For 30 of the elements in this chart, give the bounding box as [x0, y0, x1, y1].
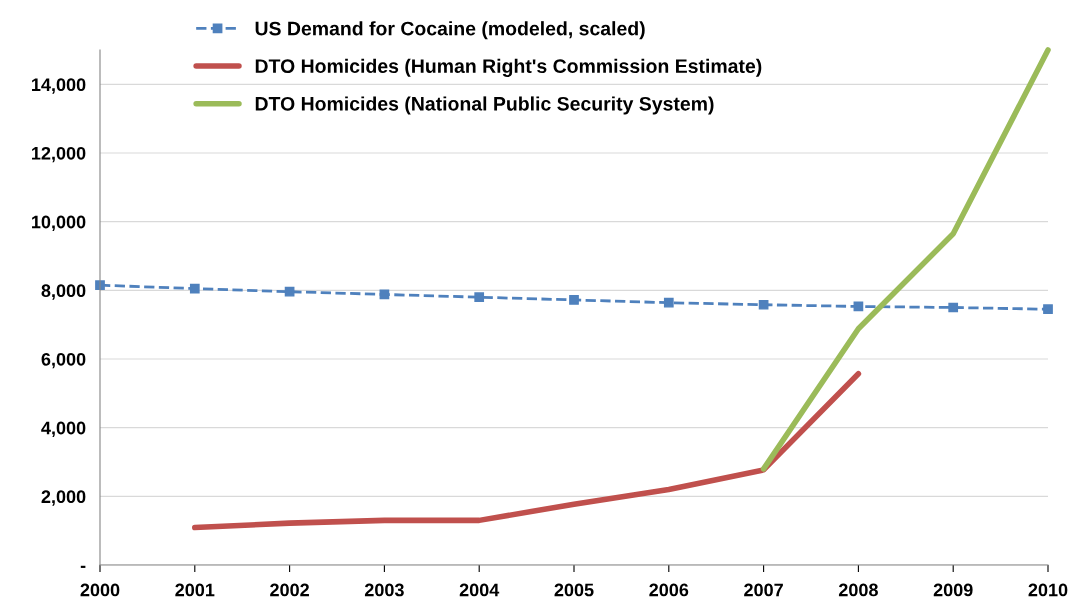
point [189, 283, 200, 294]
point [1043, 304, 1053, 315]
y-tick-label: 8,000 [41, 284, 86, 300]
x-tick-label: 2008 [838, 583, 878, 597]
y-tick-label: - [80, 565, 86, 568]
x-tick-label: 2001 [175, 583, 215, 597]
x-tick-label: 2010 [1028, 583, 1068, 597]
y-tick-label: 4,000 [41, 421, 86, 437]
x-tick-label: 2000 [80, 583, 120, 597]
point [758, 299, 769, 310]
y-tick-label: 12,000 [32, 146, 86, 163]
point [569, 295, 579, 305]
legend-label: DTO Homicides (National Public Security System) [255, 96, 714, 115]
x-tick-label: 2007 [744, 583, 783, 597]
legend-label: DTO Homicides (Human Right's Commission Estimate) [255, 58, 762, 77]
y-tick-label: 2,000 [41, 490, 86, 506]
x-tick-label: 2006 [649, 583, 689, 597]
legend-label: US Demand for Cocaine (modeled, scaled) [255, 21, 645, 40]
point [948, 302, 959, 313]
point [284, 286, 295, 297]
x-tick-label: 2009 [933, 583, 973, 597]
x-tick-label: 2005 [554, 583, 594, 597]
y-tick-label: 14,000 [32, 78, 86, 94]
y-tick-label: 6,000 [41, 352, 86, 369]
y-tick-label: 10,000 [32, 215, 86, 231]
x-tick-label: 2003 [364, 583, 404, 597]
x-tick-label: 2002 [270, 583, 309, 597]
point [663, 297, 674, 308]
x-tick-label: 2004 [459, 583, 500, 597]
point [474, 292, 485, 303]
